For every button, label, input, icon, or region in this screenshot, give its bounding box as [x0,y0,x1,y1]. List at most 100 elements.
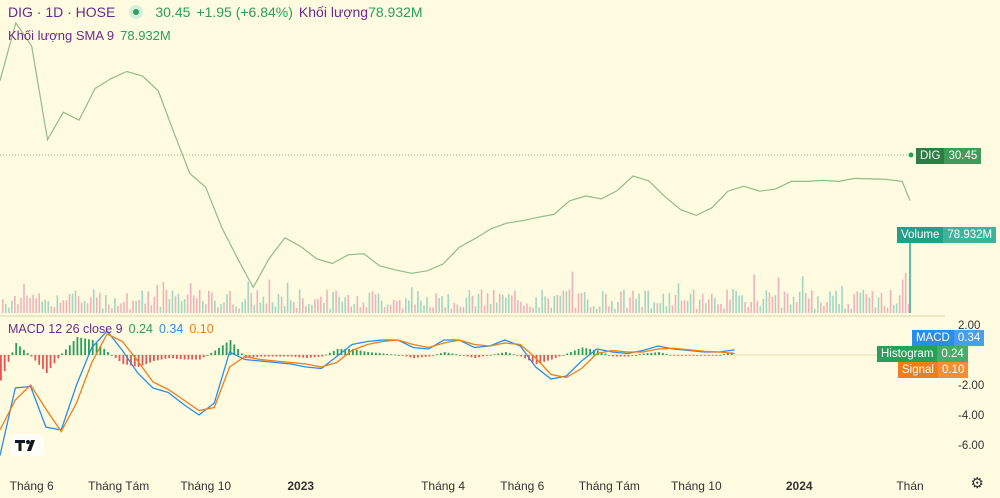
histogram-bar [669,354,672,356]
volume-bar [577,293,580,313]
histogram-bar [179,355,182,360]
volume-bar [247,281,249,313]
price-tag: DIG 30.45 [916,148,982,164]
histogram-bar [325,354,327,356]
macd-tick-label: -2.00 [958,380,984,392]
volume-bar [550,307,552,313]
volume-bar [405,298,407,313]
volume-bar [620,291,622,313]
main-legend: DIG · 1D · HOSE 30.45 +1.95 (+6.84%) Khố… [8,4,423,20]
volume-bar [480,289,483,313]
volume-bar [732,289,734,313]
histogram-bar [309,355,312,358]
volume-bar [892,304,895,313]
tradingview-logo-icon[interactable] [10,434,44,456]
volume-bar [368,292,371,313]
histogram-bar [684,355,687,356]
histogram-bar [520,355,523,357]
volume-bar [56,295,59,313]
volume-bar [417,290,419,313]
histogram-bar [639,354,641,356]
histogram-bar [707,355,710,356]
volume-bar [168,299,171,313]
volume-bar [689,293,692,313]
macd-signal-value: 0.10 [189,322,214,336]
volume-bar [638,293,640,313]
symbol-label[interactable]: DIG · 1D · HOSE [8,4,116,20]
volume-bar [20,297,22,313]
volume-bar [511,295,513,313]
volume-bar [768,292,771,313]
volume-bar [380,300,383,313]
histogram-bar [363,351,366,356]
volume-bar [274,306,277,313]
gear-icon[interactable]: ⚙ [970,475,984,492]
volume-bar [677,283,680,313]
histogram-bar [118,355,121,361]
volume-bar [468,290,471,313]
histogram-bar [424,355,427,357]
time-tick-label: Thán [896,479,923,493]
macd-histogram [0,337,733,381]
histogram-bar [76,337,79,355]
volume-bar [292,302,295,313]
volume-bar [647,290,649,313]
histogram-bar [84,338,86,355]
volume-bar [674,294,677,313]
histogram-bar [57,355,60,359]
volume-tag: Volume 78.932M [897,227,997,243]
histogram-bar [489,355,492,356]
volume-bar [629,297,631,313]
price-line [0,21,911,289]
volume-bar [898,295,901,313]
volume-bar [183,299,186,313]
volume-bar [477,293,480,313]
signal-line [0,333,735,433]
volume-bar [453,302,456,313]
volume-bar [568,289,571,313]
histogram-bar [409,355,412,358]
volume-bar [329,308,331,313]
volume-bar [889,290,892,313]
volume-bar [762,298,765,313]
price-tag-name: DIG [916,148,945,164]
volume-bar [211,292,213,313]
volume-bar [220,304,222,313]
volume-bar [501,294,504,313]
volume-bar [353,303,356,313]
histogram-bar [459,355,461,356]
volume-sma-label[interactable]: Khối lượng SMA 9 [8,28,115,43]
macd-label[interactable]: MACD 12 26 close 9 [8,322,123,336]
volume-bar [701,293,704,313]
volume-bar [35,298,37,313]
volume-bar [865,294,868,313]
histogram-bar [573,350,576,355]
time-tick-label: Tháng 6 [10,479,54,493]
volume-bar [117,306,119,313]
volume-bar [508,294,510,313]
volume-bar [74,290,77,313]
macd-value: 0.34 [158,322,184,336]
histogram-bar [260,355,262,357]
volume-bar [662,293,665,313]
histogram-bar [95,343,98,355]
volume-bar [720,303,722,313]
histogram-bar [719,355,722,356]
histogram-bar [642,353,645,355]
volume-bar [241,302,243,313]
volume-bar [23,283,25,313]
histogram-bar [279,355,282,357]
histogram-bar [298,355,301,358]
volume-bar [692,289,695,313]
volume-bar [608,306,610,313]
volume-bar [486,293,489,313]
volume-bar [29,298,31,313]
volume-bar [483,305,486,313]
histogram-bar [199,355,201,360]
volume-bar [795,302,798,313]
volume-bar [392,299,395,313]
histogram-bar [111,355,113,356]
histogram-bar [501,352,503,356]
volume-sma-legend: Khối lượng SMA 9 78.932M [8,28,171,43]
